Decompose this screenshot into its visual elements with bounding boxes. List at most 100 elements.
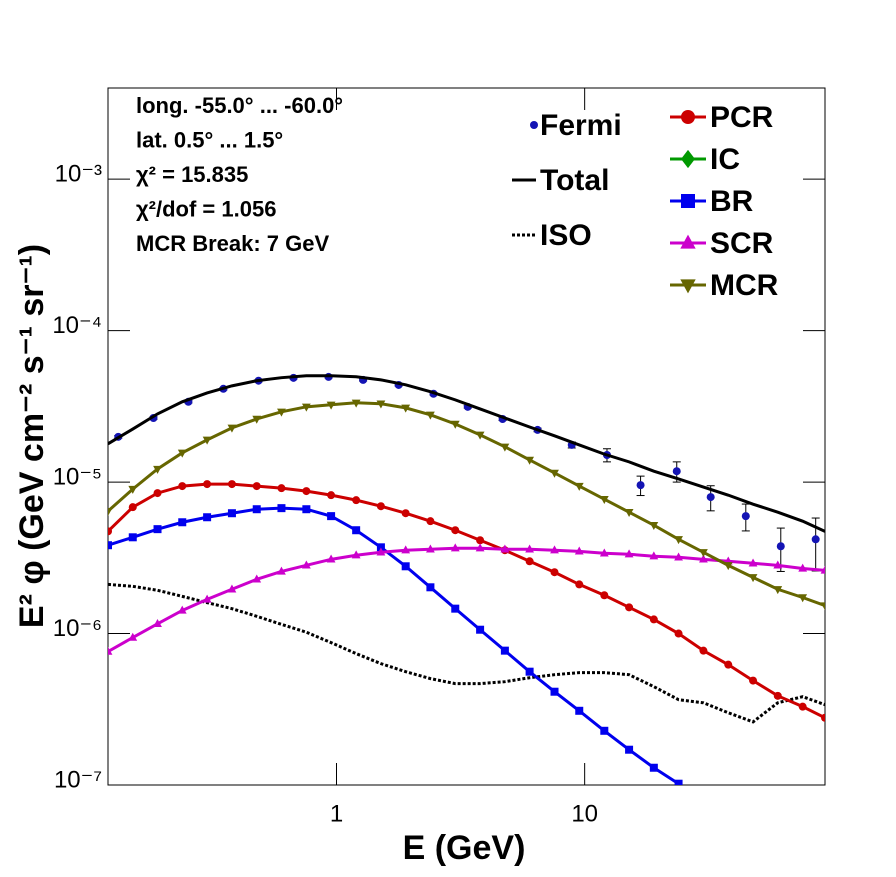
plot-area: [108, 372, 825, 785]
marker: [401, 509, 410, 518]
marker: [108, 541, 112, 550]
marker: [128, 632, 138, 641]
marker: [500, 544, 510, 553]
marker: [475, 431, 485, 440]
marker: [674, 629, 683, 638]
marker: [773, 586, 783, 595]
series-line: [108, 506, 680, 785]
legend-entry: ISO: [512, 219, 592, 252]
annotation: lat. 0.5° ... 1.5°: [136, 127, 283, 152]
marker: [599, 548, 609, 557]
series-line: [108, 374, 825, 533]
y-tick-label: 10⁻⁷: [54, 766, 102, 793]
x-axis-title: E (GeV): [403, 829, 526, 867]
legend-label: Total: [540, 164, 609, 197]
marker: [575, 580, 584, 589]
marker: [227, 509, 236, 518]
marker: [108, 507, 113, 516]
legend-entry: IC: [670, 143, 740, 176]
marker: [811, 535, 820, 544]
legend-entry: MCR: [670, 269, 779, 302]
marker: [108, 646, 113, 655]
marker: [401, 545, 411, 554]
marker: [277, 484, 286, 493]
marker: [277, 408, 286, 417]
annotation: MCR Break: 7 GeV: [136, 231, 330, 256]
marker: [153, 465, 162, 474]
marker: [426, 583, 435, 592]
marker: [525, 557, 534, 566]
marker: [681, 149, 695, 169]
marker: [798, 563, 808, 572]
marker: [153, 525, 162, 534]
marker: [252, 482, 261, 491]
marker: [128, 485, 138, 494]
marker: [202, 436, 212, 445]
marker: [500, 443, 510, 452]
legend-entry: BR: [670, 185, 754, 218]
marker: [351, 550, 361, 559]
marker: [426, 411, 435, 420]
legend-label: ISO: [540, 219, 592, 252]
marker: [748, 574, 758, 583]
marker: [451, 526, 460, 535]
marker: [525, 544, 535, 553]
annotation: χ² = 15.835: [136, 162, 248, 187]
marker: [178, 518, 187, 527]
marker: [450, 420, 460, 429]
marker: [178, 482, 187, 491]
marker: [401, 404, 411, 413]
marker: [674, 536, 683, 545]
marker: [625, 745, 634, 754]
x-tick-label: 10: [571, 800, 598, 827]
legend-label: PCR: [710, 101, 774, 134]
series-line: [108, 401, 825, 607]
marker: [327, 512, 336, 521]
marker: [550, 568, 559, 577]
marker: [128, 503, 137, 512]
series-line: [108, 582, 825, 724]
marker: [798, 594, 808, 603]
marker: [624, 508, 634, 517]
marker: [326, 401, 336, 410]
marker: [376, 400, 386, 409]
marker: [776, 542, 785, 551]
marker: [672, 467, 681, 476]
marker: [624, 549, 634, 558]
legend-entry: Total: [512, 164, 609, 197]
marker: [773, 560, 783, 569]
marker: [550, 687, 559, 696]
marker: [706, 493, 715, 502]
marker: [681, 110, 695, 124]
y-tick-label: 10⁻³: [55, 161, 102, 188]
marker: [451, 604, 460, 613]
marker: [426, 544, 435, 553]
marker: [575, 706, 584, 715]
legend-entry: SCR: [670, 227, 774, 260]
y-tick-label: 10⁻⁶: [53, 615, 102, 642]
marker: [301, 403, 311, 412]
legend-label: MCR: [710, 269, 779, 302]
marker: [352, 496, 361, 505]
marker: [798, 702, 807, 711]
marker: [680, 234, 696, 249]
marker: [177, 449, 187, 458]
marker: [227, 584, 237, 593]
marker: [352, 526, 361, 535]
marker: [476, 625, 485, 634]
series-line: [108, 482, 825, 720]
marker: [376, 502, 385, 511]
marker: [574, 546, 584, 555]
plot-frame: [107, 87, 826, 786]
marker: [674, 552, 683, 561]
marker: [525, 667, 534, 676]
marker: [574, 482, 584, 491]
marker: [600, 726, 609, 735]
marker: [625, 603, 634, 612]
x-tick-label: 1: [330, 800, 343, 827]
marker: [821, 713, 825, 722]
series-line: [108, 546, 825, 653]
